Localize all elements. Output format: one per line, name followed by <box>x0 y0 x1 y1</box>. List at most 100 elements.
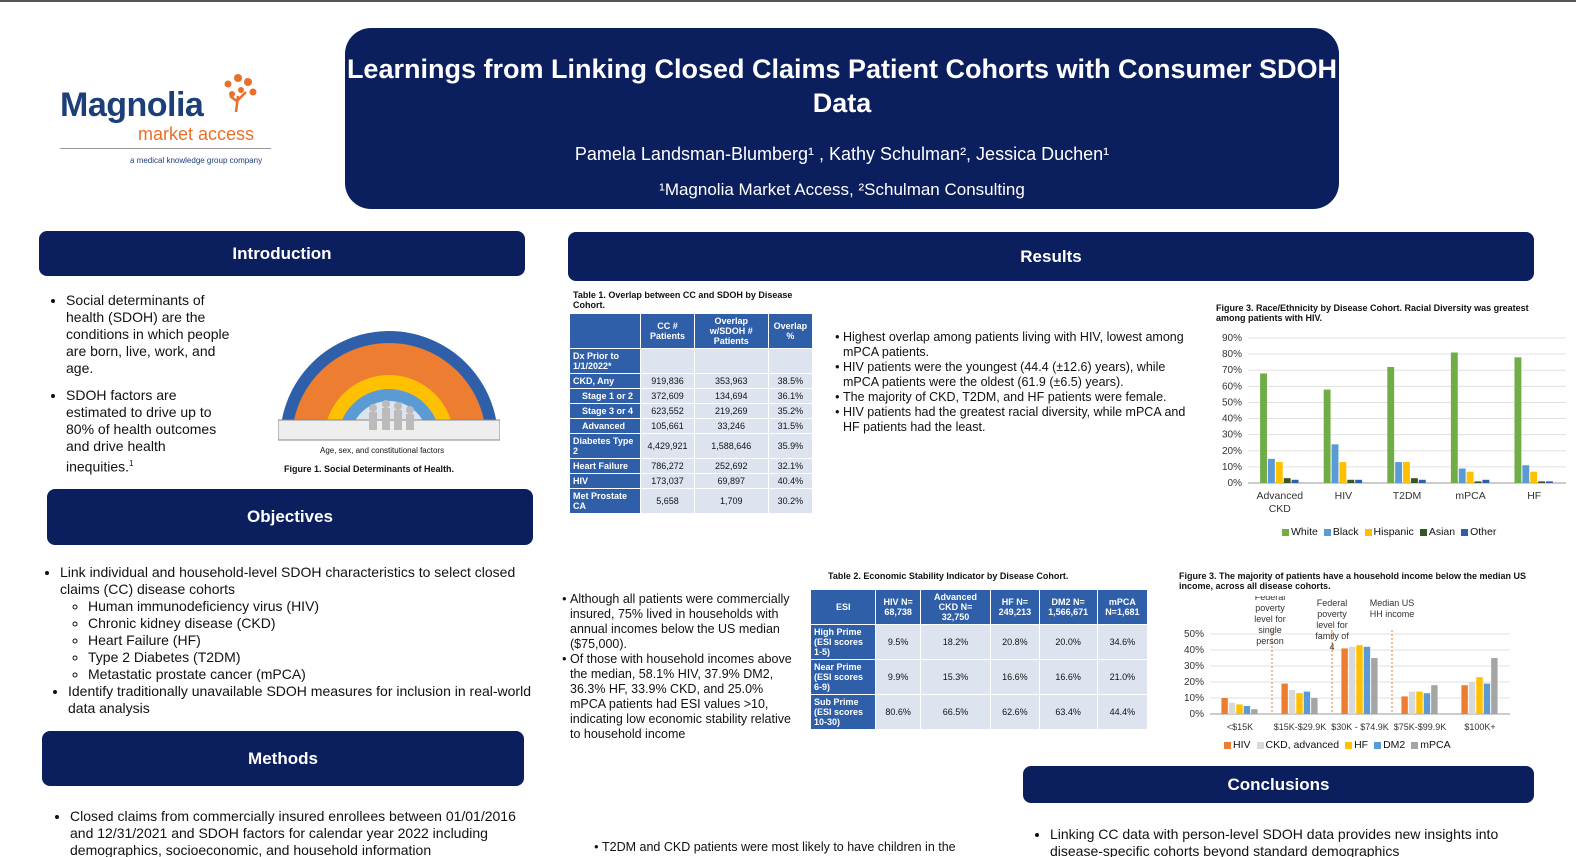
table-cell: 173,037 <box>640 473 695 489</box>
x-tick-label: mPCA <box>1455 490 1485 502</box>
result-bullet: Of those with household incomes above th… <box>570 652 792 742</box>
intro-text: Social determinants of health (SDOH) are… <box>48 292 233 476</box>
legend-label: Black <box>1332 526 1359 538</box>
bar-dm2 <box>1423 693 1431 714</box>
bar-black <box>1395 462 1403 483</box>
table-row: Met Prostate CA 5,658 1,709 30.2% <box>568 488 814 514</box>
results-bullets-1: Highest overlap among patients living wi… <box>833 330 1193 435</box>
table-header-cell: CC # Patients <box>640 313 695 349</box>
bar-ckd-advanced <box>1228 702 1236 714</box>
table-cell: 16.6% <box>1038 659 1098 695</box>
figure3b-caption: Figure 3. The majority of patients have … <box>1179 571 1527 591</box>
y-tick-label: 80% <box>1222 349 1242 360</box>
bar-asian <box>1347 479 1355 483</box>
table-cell: 31.5% <box>767 418 814 434</box>
bar-hf <box>1356 645 1363 714</box>
table-cell: 9.5% <box>875 624 921 660</box>
table-header-cell: HF N= 249,213 <box>990 589 1040 625</box>
logo-tagline: a medical knowledge group company <box>130 156 263 165</box>
legend-swatch <box>1345 741 1353 749</box>
objectives-text: Link individual and household-level SDOH… <box>50 564 558 717</box>
objective-bullet: Identify traditionally unavailable SDOH … <box>68 683 558 717</box>
bar-other <box>1355 479 1363 483</box>
results-bullet-3: T2DM and CKD patients were most likely t… <box>592 840 1012 857</box>
bar-hispanic <box>1275 462 1283 483</box>
row-label: Diabetes Type 2 <box>568 433 642 459</box>
result-bullet: HIV patients had the greatest racial div… <box>843 405 1193 435</box>
income-chart: 0% 10% 20% 30% 40% 50% <$15K $15K-$29.9K $30K - … <box>1184 596 1510 732</box>
x-tick-label: CKD <box>1269 503 1292 515</box>
y-tick-label: 50% <box>1184 629 1204 640</box>
cohort-item: Metastatic prostate cancer (mPCA) <box>88 666 558 683</box>
conclusions-header: Conclusions <box>1023 766 1534 803</box>
legend-swatch <box>1461 528 1469 536</box>
overlap-table: CC # Patients Overlap w/SDOH # Patients Ov… <box>568 313 814 514</box>
legend-swatch <box>1419 528 1427 536</box>
race-ethnicity-chart: 0% 10% 20% 30% 40% 50% 60% 70% 80% 90% Advanced HIV… <box>1222 333 1566 515</box>
table-cell: 63.4% <box>1038 694 1098 730</box>
row-label: Advanced <box>568 418 642 434</box>
table-cell: 40.4% <box>767 473 814 489</box>
table-header-cell: DM2 N= 1,566,671 <box>1038 589 1098 625</box>
annotation-label: Median US <box>1370 598 1415 608</box>
race-chart-legend: White Black Hispanic Asian Other <box>1276 526 1496 538</box>
bar-mpca <box>1491 658 1498 714</box>
table-cell: 20.8% <box>990 624 1040 660</box>
table-cell: 219,269 <box>693 403 769 419</box>
intro-bullet: SDOH factors are estimated to drive up t… <box>66 387 233 476</box>
result-bullet: Highest overlap among patients living wi… <box>843 330 1193 360</box>
legend-label: Other <box>1470 526 1497 538</box>
table-cell: 919,836 <box>640 373 695 389</box>
bar-hispanic <box>1403 462 1410 483</box>
introduction-header: Introduction <box>39 231 525 276</box>
row-label: HIV <box>568 473 642 489</box>
result-bullet: HIV patients were the youngest (44.4 (±1… <box>843 360 1193 390</box>
legend-label: Hispanic <box>1373 526 1414 538</box>
bar-dm2 <box>1363 646 1371 714</box>
x-tick-label: HF <box>1527 490 1541 502</box>
figure1-caption: Figure 1. Social Determinants of Health. <box>284 464 455 474</box>
cohort-list: Human immunodeficiency virus (HIV) Chron… <box>60 598 558 683</box>
methods-header: Methods <box>42 731 524 786</box>
table-cell <box>693 348 769 374</box>
bar-hiv <box>1461 685 1468 714</box>
x-tick-label: Advanced <box>1256 490 1303 502</box>
bar-hf <box>1236 704 1243 714</box>
annotation-label: single <box>1258 625 1282 635</box>
results-bullets-2: Although all patients were commercially … <box>560 592 792 742</box>
legend-swatch <box>1224 741 1231 749</box>
x-tick-label: $15K-$29.9K <box>1274 722 1327 732</box>
legend-swatch <box>1282 528 1289 536</box>
row-label: Near Prime (ESI scores 6-9) <box>809 659 877 695</box>
row-label: High Prime (ESI scores 1-5) <box>809 624 877 660</box>
table-header-cell: Overlap % <box>767 313 814 349</box>
annotation-label: person <box>1256 636 1284 646</box>
table-cell: 786,272 <box>640 458 695 474</box>
table-cell: 4,429,921 <box>640 433 695 459</box>
table-cell: 18.2% <box>919 624 992 660</box>
income-chart-legend: HIV CKD, advanced HF DM2 mPCA <box>1218 739 1451 751</box>
table-row: Stage 3 or 4 623,552 219,269 35.2% <box>568 403 814 419</box>
legend-item: mPCA <box>1405 739 1451 751</box>
annotation-label: Federal <box>1255 596 1286 602</box>
y-tick-label: 20% <box>1222 446 1242 457</box>
bar-black <box>1331 444 1339 483</box>
bar-hispanic <box>1466 471 1474 483</box>
table-row: Dx Prior to 1/1/2022* <box>568 348 814 374</box>
bar-mpca <box>1311 698 1318 714</box>
annotation-label: HH income <box>1370 609 1415 619</box>
top-border <box>0 0 1576 2</box>
row-label: Met Prostate CA <box>568 488 642 514</box>
annotation-label: poverty <box>1255 603 1285 613</box>
bar-hiv <box>1281 683 1288 714</box>
intro-bullet: Social determinants of health (SDOH) are… <box>66 292 233 377</box>
figure3a-caption: Figure 3. Race/Ethnicity by Disease Coho… <box>1216 303 1529 323</box>
table-cell: 62.6% <box>990 694 1040 730</box>
result-bullet: The majority of CKD, T2DM, and HF patien… <box>843 390 1193 405</box>
legend-swatch <box>1323 528 1331 536</box>
table-cell: 44.4% <box>1096 694 1149 730</box>
table-row: Stage 1 or 2 372,609 134,694 36.1% <box>568 388 814 404</box>
logo-subname: market access <box>138 124 255 144</box>
bar-dm2 <box>1483 683 1491 714</box>
bar-white <box>1387 367 1395 483</box>
